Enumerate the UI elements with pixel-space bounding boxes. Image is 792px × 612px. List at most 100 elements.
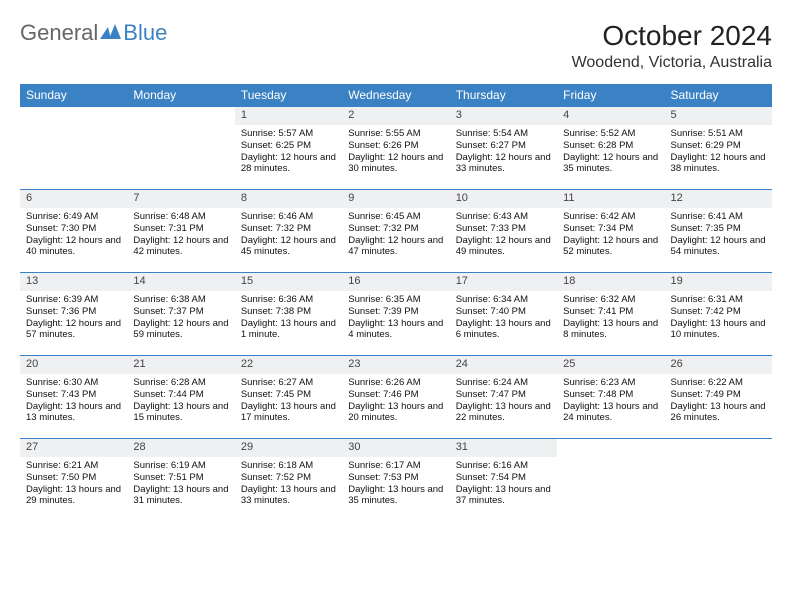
day-number: 20 (20, 356, 127, 374)
day-number: 7 (127, 190, 234, 208)
calendar-week-row: 6Sunrise: 6:49 AMSunset: 7:30 PMDaylight… (20, 190, 772, 273)
day-details: Sunrise: 5:51 AMSunset: 6:29 PMDaylight:… (665, 125, 772, 180)
calendar-cell: 26Sunrise: 6:22 AMSunset: 7:49 PMDayligh… (665, 356, 772, 439)
day-header: Saturday (665, 84, 772, 107)
day-number: 6 (20, 190, 127, 208)
day-number: 26 (665, 356, 772, 374)
brand-part2: Blue (123, 20, 167, 46)
title-block: October 2024 Woodend, Victoria, Australi… (572, 20, 772, 72)
day-details: Sunrise: 5:54 AMSunset: 6:27 PMDaylight:… (450, 125, 557, 180)
calendar-table: SundayMondayTuesdayWednesdayThursdayFrid… (20, 84, 772, 521)
day-details: Sunrise: 6:31 AMSunset: 7:42 PMDaylight:… (665, 291, 772, 346)
day-number: 28 (127, 439, 234, 457)
calendar-cell: 5Sunrise: 5:51 AMSunset: 6:29 PMDaylight… (665, 107, 772, 190)
day-details: Sunrise: 6:48 AMSunset: 7:31 PMDaylight:… (127, 208, 234, 263)
day-details: Sunrise: 6:16 AMSunset: 7:54 PMDaylight:… (450, 457, 557, 512)
day-number: 2 (342, 107, 449, 125)
calendar-cell: 18Sunrise: 6:32 AMSunset: 7:41 PMDayligh… (557, 273, 664, 356)
calendar-cell: 23Sunrise: 6:26 AMSunset: 7:46 PMDayligh… (342, 356, 449, 439)
day-details: Sunrise: 5:57 AMSunset: 6:25 PMDaylight:… (235, 125, 342, 180)
calendar-cell: 30Sunrise: 6:17 AMSunset: 7:53 PMDayligh… (342, 439, 449, 522)
calendar-cell: 14Sunrise: 6:38 AMSunset: 7:37 PMDayligh… (127, 273, 234, 356)
calendar-cell: 19Sunrise: 6:31 AMSunset: 7:42 PMDayligh… (665, 273, 772, 356)
day-details: Sunrise: 6:30 AMSunset: 7:43 PMDaylight:… (20, 374, 127, 429)
calendar-week-row: 1Sunrise: 5:57 AMSunset: 6:25 PMDaylight… (20, 107, 772, 190)
calendar-cell: 7Sunrise: 6:48 AMSunset: 7:31 PMDaylight… (127, 190, 234, 273)
day-number: 8 (235, 190, 342, 208)
calendar-cell: 16Sunrise: 6:35 AMSunset: 7:39 PMDayligh… (342, 273, 449, 356)
day-details: Sunrise: 6:32 AMSunset: 7:41 PMDaylight:… (557, 291, 664, 346)
day-header: Sunday (20, 84, 127, 107)
day-number: 18 (557, 273, 664, 291)
day-number: 27 (20, 439, 127, 457)
day-details: Sunrise: 6:35 AMSunset: 7:39 PMDaylight:… (342, 291, 449, 346)
calendar-cell: 22Sunrise: 6:27 AMSunset: 7:45 PMDayligh… (235, 356, 342, 439)
day-number: 30 (342, 439, 449, 457)
day-number: 16 (342, 273, 449, 291)
day-number: 1 (235, 107, 342, 125)
calendar-cell (665, 439, 772, 522)
day-header: Wednesday (342, 84, 449, 107)
calendar-cell: 11Sunrise: 6:42 AMSunset: 7:34 PMDayligh… (557, 190, 664, 273)
day-number: 29 (235, 439, 342, 457)
calendar-week-row: 20Sunrise: 6:30 AMSunset: 7:43 PMDayligh… (20, 356, 772, 439)
brand-part1: General (20, 20, 98, 46)
calendar-cell (557, 439, 664, 522)
day-details: Sunrise: 6:38 AMSunset: 7:37 PMDaylight:… (127, 291, 234, 346)
day-number: 24 (450, 356, 557, 374)
day-number: 14 (127, 273, 234, 291)
brand-logo: General Blue (20, 20, 167, 46)
day-details: Sunrise: 6:49 AMSunset: 7:30 PMDaylight:… (20, 208, 127, 263)
calendar-cell: 10Sunrise: 6:43 AMSunset: 7:33 PMDayligh… (450, 190, 557, 273)
day-number: 12 (665, 190, 772, 208)
calendar-cell: 15Sunrise: 6:36 AMSunset: 7:38 PMDayligh… (235, 273, 342, 356)
day-details: Sunrise: 6:36 AMSunset: 7:38 PMDaylight:… (235, 291, 342, 346)
calendar-location: Woodend, Victoria, Australia (572, 54, 772, 72)
day-details: Sunrise: 6:17 AMSunset: 7:53 PMDaylight:… (342, 457, 449, 512)
day-number: 10 (450, 190, 557, 208)
day-details: Sunrise: 6:19 AMSunset: 7:51 PMDaylight:… (127, 457, 234, 512)
calendar-cell: 12Sunrise: 6:41 AMSunset: 7:35 PMDayligh… (665, 190, 772, 273)
calendar-cell: 24Sunrise: 6:24 AMSunset: 7:47 PMDayligh… (450, 356, 557, 439)
day-header: Thursday (450, 84, 557, 107)
day-details: Sunrise: 6:46 AMSunset: 7:32 PMDaylight:… (235, 208, 342, 263)
day-details: Sunrise: 6:45 AMSunset: 7:32 PMDaylight:… (342, 208, 449, 263)
calendar-header-row: SundayMondayTuesdayWednesdayThursdayFrid… (20, 84, 772, 107)
day-header: Monday (127, 84, 234, 107)
day-details: Sunrise: 6:23 AMSunset: 7:48 PMDaylight:… (557, 374, 664, 429)
calendar-cell (20, 107, 127, 190)
day-number: 3 (450, 107, 557, 125)
day-header: Friday (557, 84, 664, 107)
day-details: Sunrise: 6:27 AMSunset: 7:45 PMDaylight:… (235, 374, 342, 429)
brand-triangle-icon (100, 20, 122, 46)
calendar-cell: 9Sunrise: 6:45 AMSunset: 7:32 PMDaylight… (342, 190, 449, 273)
day-details: Sunrise: 6:24 AMSunset: 7:47 PMDaylight:… (450, 374, 557, 429)
day-details: Sunrise: 6:39 AMSunset: 7:36 PMDaylight:… (20, 291, 127, 346)
calendar-week-row: 13Sunrise: 6:39 AMSunset: 7:36 PMDayligh… (20, 273, 772, 356)
day-number: 5 (665, 107, 772, 125)
calendar-cell: 4Sunrise: 5:52 AMSunset: 6:28 PMDaylight… (557, 107, 664, 190)
day-number: 4 (557, 107, 664, 125)
calendar-cell: 27Sunrise: 6:21 AMSunset: 7:50 PMDayligh… (20, 439, 127, 522)
day-details: Sunrise: 6:34 AMSunset: 7:40 PMDaylight:… (450, 291, 557, 346)
day-details: Sunrise: 6:26 AMSunset: 7:46 PMDaylight:… (342, 374, 449, 429)
calendar-cell: 3Sunrise: 5:54 AMSunset: 6:27 PMDaylight… (450, 107, 557, 190)
day-number: 21 (127, 356, 234, 374)
day-details: Sunrise: 6:43 AMSunset: 7:33 PMDaylight:… (450, 208, 557, 263)
calendar-week-row: 27Sunrise: 6:21 AMSunset: 7:50 PMDayligh… (20, 439, 772, 522)
day-number: 23 (342, 356, 449, 374)
day-details: Sunrise: 6:28 AMSunset: 7:44 PMDaylight:… (127, 374, 234, 429)
day-details: Sunrise: 6:41 AMSunset: 7:35 PMDaylight:… (665, 208, 772, 263)
calendar-cell: 1Sunrise: 5:57 AMSunset: 6:25 PMDaylight… (235, 107, 342, 190)
day-number: 25 (557, 356, 664, 374)
calendar-cell: 31Sunrise: 6:16 AMSunset: 7:54 PMDayligh… (450, 439, 557, 522)
day-number: 31 (450, 439, 557, 457)
day-number: 19 (665, 273, 772, 291)
day-details: Sunrise: 6:21 AMSunset: 7:50 PMDaylight:… (20, 457, 127, 512)
day-details: Sunrise: 6:22 AMSunset: 7:49 PMDaylight:… (665, 374, 772, 429)
page-header: General Blue October 2024 Woodend, Victo… (20, 20, 772, 72)
day-number: 9 (342, 190, 449, 208)
calendar-cell: 6Sunrise: 6:49 AMSunset: 7:30 PMDaylight… (20, 190, 127, 273)
day-number: 22 (235, 356, 342, 374)
day-details: Sunrise: 6:18 AMSunset: 7:52 PMDaylight:… (235, 457, 342, 512)
